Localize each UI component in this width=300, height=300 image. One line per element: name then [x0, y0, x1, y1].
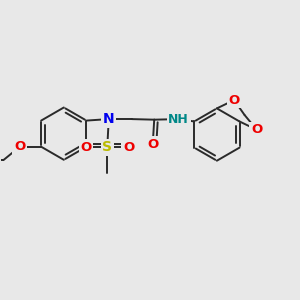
Text: O: O	[123, 141, 134, 154]
Text: O: O	[147, 138, 158, 151]
Text: O: O	[229, 94, 240, 106]
Text: O: O	[251, 123, 262, 136]
Text: N: N	[103, 112, 115, 126]
Text: S: S	[102, 140, 112, 154]
Text: O: O	[80, 141, 92, 154]
Text: NH: NH	[168, 112, 189, 126]
Text: O: O	[14, 140, 26, 153]
